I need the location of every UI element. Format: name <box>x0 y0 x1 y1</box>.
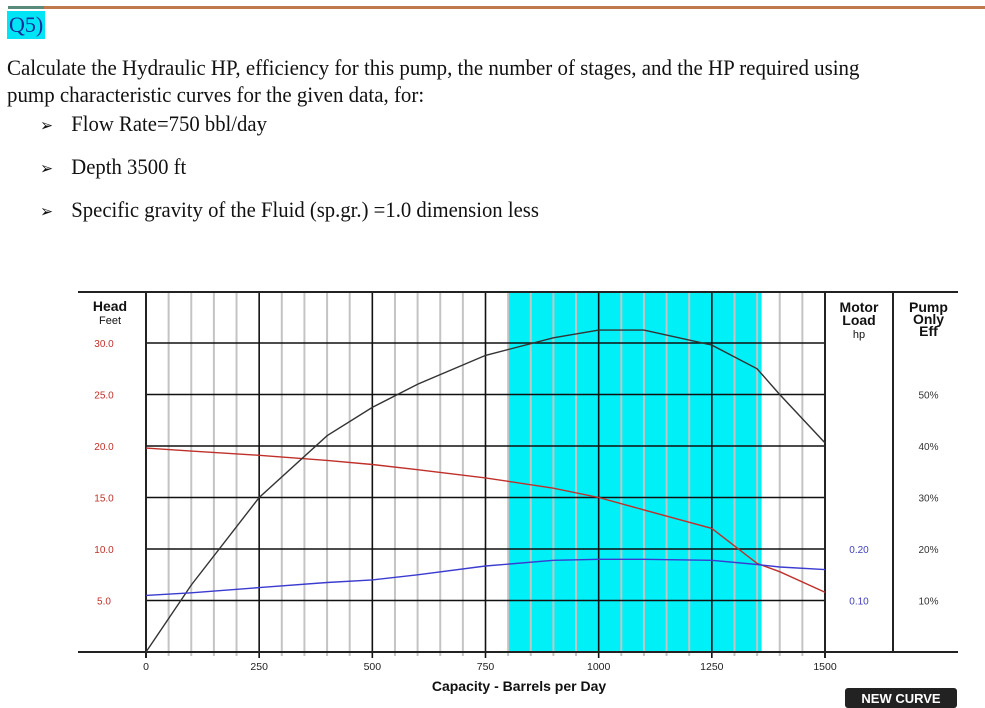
pump-eff-axis-title: Eff <box>919 323 938 339</box>
head-tick-label: 5.0 <box>97 597 111 608</box>
motor-load-curve <box>145 558 826 597</box>
pump-eff-tick-label: 20% <box>918 545 938 556</box>
efficiency-curve <box>145 329 826 653</box>
pump-eff-axis-title: Pump <box>909 299 948 315</box>
head-axis-title: Head <box>93 298 127 314</box>
top-rule <box>8 6 985 9</box>
head-tick-label: 15.0 <box>94 494 114 505</box>
top-rule-accent <box>8 6 44 9</box>
capacity-tick-label: 250 <box>250 661 268 673</box>
arrow-bullet-icon: ➢ <box>40 159 54 178</box>
head-tick-label: 30.0 <box>94 339 114 350</box>
pump-eff-tick-label: 50% <box>918 391 938 402</box>
pump-eff-tick-label: 30% <box>918 494 938 505</box>
motor-load-tick-label: 0.10 <box>849 597 869 608</box>
capacity-tick-label: 500 <box>364 661 382 673</box>
capacity-tick-label: 750 <box>477 661 495 673</box>
head-tick-label: 25.0 <box>94 391 114 402</box>
capacity-tick-label: 1250 <box>700 661 724 673</box>
question-number: Q5) <box>7 11 46 39</box>
arrow-bullet-icon: ➢ <box>40 116 54 135</box>
head-curve <box>145 447 826 593</box>
pump-eff-axis-title: Only <box>913 311 944 327</box>
pump-eff-tick-label: 10% <box>918 597 938 608</box>
motor-load-axis-title: Motor <box>840 299 879 315</box>
given-specific-gravity: ➢ Specific gravity of the Fluid (sp.gr.) … <box>40 197 539 222</box>
capacity-axis-title: Capacity - Barrels per Day <box>432 678 607 694</box>
new-curve-button[interactable]: NEW CURVE <box>845 688 957 708</box>
given-depth: ➢ Depth 3500 ft <box>40 154 187 179</box>
question-prompt: Calculate the Hydraulic HP, efficiency f… <box>7 55 860 107</box>
motor-load-axis-title: hp <box>853 329 865 341</box>
head-tick-label: 10.0 <box>94 545 114 556</box>
motor-load-tick-label: 0.20 <box>849 545 869 556</box>
arrow-bullet-icon: ➢ <box>40 202 54 221</box>
capacity-tick-label: 0 <box>143 661 149 673</box>
pump-eff-tick-label: 40% <box>918 442 938 453</box>
given-flow-rate: ➢ Flow Rate=750 bbl/day <box>40 111 267 136</box>
recommended-operating-range <box>508 292 762 652</box>
head-tick-label: 20.0 <box>94 442 114 453</box>
capacity-tick-label: 1000 <box>587 661 611 673</box>
head-axis-unit: Feet <box>99 315 121 327</box>
motor-load-axis-title: Load <box>842 312 875 328</box>
capacity-tick-label: 1500 <box>813 661 837 673</box>
